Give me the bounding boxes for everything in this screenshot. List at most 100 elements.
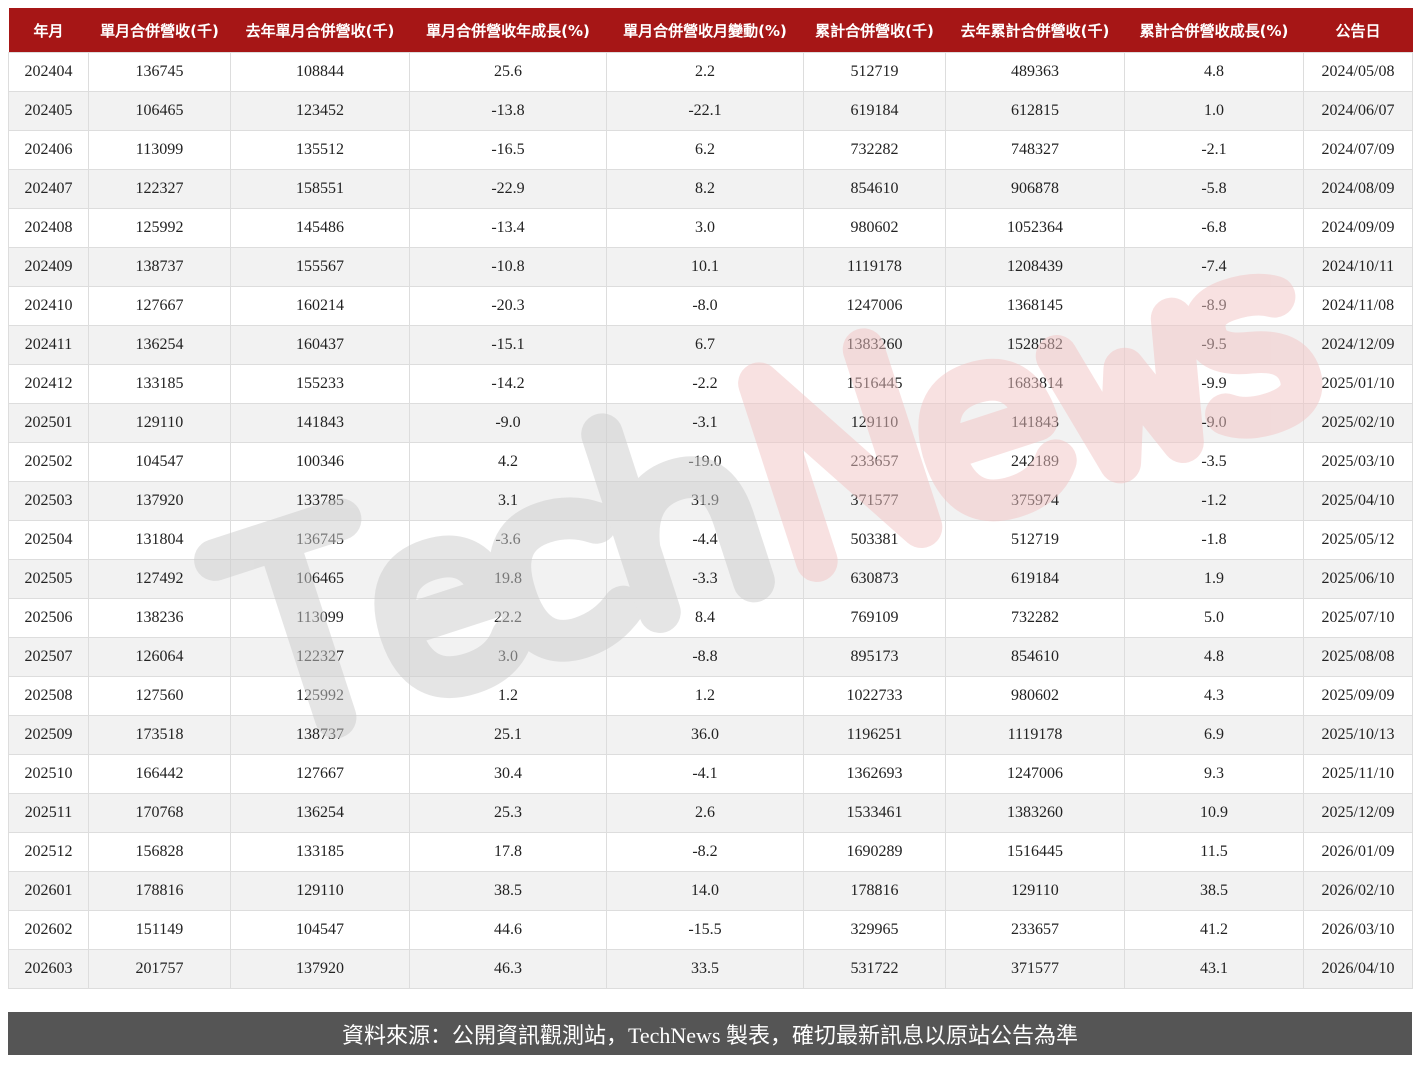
table-cell: 202501: [8, 403, 89, 443]
table-cell: 202504: [8, 520, 89, 560]
table-row: 202511 170768 136254 25.3 2.6 1533461 1383260 1…: [8, 793, 1413, 833]
table-cell: 8.4: [606, 598, 804, 638]
table-cell: 201757: [88, 949, 231, 989]
table-cell: 531722: [803, 949, 946, 989]
table-cell: 202508: [8, 676, 89, 716]
table-cell: 155233: [230, 364, 410, 404]
table-cell: 2025/10/13: [1303, 715, 1413, 755]
column-header: 單月合併營收(千): [88, 8, 231, 53]
table-header-row: 年月 單月合併營收(千) 去年單月合併營收(千) 單月合併營收年成長(%) 單月合併營收…: [8, 8, 1413, 53]
table-cell: 137920: [88, 481, 231, 521]
table-cell: 202601: [8, 871, 89, 911]
table-row: 202406 113099 135512 -16.5 6.2 732282 748327 -2…: [8, 130, 1413, 170]
table-cell: 10.1: [606, 247, 804, 287]
table-cell: 2024/08/09: [1303, 169, 1413, 209]
table-cell: 113099: [230, 598, 410, 638]
revenue-table: 年月 單月合併營收(千) 去年單月合併營收(千) 單月合併營收年成長(%) 單月合併營收…: [8, 8, 1413, 989]
footer-text: 資料來源：公開資訊觀測站，TechNews 製表，確切最新訊息以原站公告為準: [341, 1022, 1079, 1048]
table-cell: 4.3: [1124, 676, 1304, 716]
table-cell: 202510: [8, 754, 89, 794]
table-cell: 160214: [230, 286, 410, 326]
table-cell: 1528582: [945, 325, 1125, 365]
table-cell: 38.5: [1124, 871, 1304, 911]
table-cell: 156828: [88, 832, 231, 872]
table-cell: 36.0: [606, 715, 804, 755]
table-cell: 732282: [945, 598, 1125, 638]
table-cell: 202512: [8, 832, 89, 872]
table-cell: 131804: [88, 520, 231, 560]
table-cell: 371577: [945, 949, 1125, 989]
table-cell: 125992: [230, 676, 410, 716]
table-cell: 178816: [803, 871, 946, 911]
table-cell: 202511: [8, 793, 89, 833]
table-row: 202510 166442 127667 30.4 -4.1 1362693 1247006…: [8, 754, 1413, 794]
table-row: 202404 136745 108844 25.6 2.2 512719 489363 4.8…: [8, 52, 1413, 92]
table-cell: 1208439: [945, 247, 1125, 287]
table-cell: 2024/12/09: [1303, 325, 1413, 365]
table-cell: 138236: [88, 598, 231, 638]
table-cell: 138737: [230, 715, 410, 755]
table-cell: -16.5: [409, 130, 607, 170]
table-cell: -9.5: [1124, 325, 1304, 365]
table-cell: -1.8: [1124, 520, 1304, 560]
table-cell: 1247006: [945, 754, 1125, 794]
table-cell: 202407: [8, 169, 89, 209]
table-cell: 22.2: [409, 598, 607, 638]
table-cell: 106465: [230, 559, 410, 599]
table-row: 202602 151149 104547 44.6 -15.5 329965 233657 4…: [8, 910, 1413, 950]
table-cell: 612815: [945, 91, 1125, 131]
table-cell: 895173: [803, 637, 946, 677]
table-row: 202512 156828 133185 17.8 -8.2 1690289 1516445…: [8, 832, 1413, 872]
table-cell: 1119178: [803, 247, 946, 287]
table-cell: 46.3: [409, 949, 607, 989]
table-cell: -15.5: [606, 910, 804, 950]
table-cell: 906878: [945, 169, 1125, 209]
table-cell: -4.4: [606, 520, 804, 560]
table-row: 202502 104547 100346 4.2 -19.0 233657 242189 -3…: [8, 442, 1413, 482]
table-cell: 202408: [8, 208, 89, 248]
table-cell: 5.0: [1124, 598, 1304, 638]
table-cell: 1516445: [803, 364, 946, 404]
table-cell: 158551: [230, 169, 410, 209]
table-cell: 512719: [945, 520, 1125, 560]
table-cell: 129110: [230, 871, 410, 911]
table-cell: 329965: [803, 910, 946, 950]
table-cell: 1196251: [803, 715, 946, 755]
table-cell: 202509: [8, 715, 89, 755]
table-cell: 202404: [8, 52, 89, 92]
table-cell: 141843: [945, 403, 1125, 443]
table-cell: 129110: [945, 871, 1125, 911]
table-cell: 6.2: [606, 130, 804, 170]
table-cell: -19.0: [606, 442, 804, 482]
table-cell: 129110: [88, 403, 231, 443]
table-cell: 129110: [803, 403, 946, 443]
table-cell: 4.8: [1124, 52, 1304, 92]
table-cell: 113099: [88, 130, 231, 170]
table-cell: 126064: [88, 637, 231, 677]
table-cell: 41.2: [1124, 910, 1304, 950]
table-cell: 8.2: [606, 169, 804, 209]
table-row: 202503 137920 133785 3.1 31.9 371577 375974 -1.…: [8, 481, 1413, 521]
table-cell: 136745: [88, 52, 231, 92]
table-cell: 1.9: [1124, 559, 1304, 599]
table-cell: 30.4: [409, 754, 607, 794]
table-cell: 127667: [88, 286, 231, 326]
table-cell: 2.2: [606, 52, 804, 92]
table-row: 202603 201757 137920 46.3 33.5 531722 371577 43…: [8, 949, 1413, 989]
table-cell: 1690289: [803, 832, 946, 872]
table-cell: 233657: [803, 442, 946, 482]
table-cell: 2025/03/10: [1303, 442, 1413, 482]
table-cell: 122327: [88, 169, 231, 209]
table-cell: -13.8: [409, 91, 607, 131]
table-cell: 17.8: [409, 832, 607, 872]
table-cell: 619184: [945, 559, 1125, 599]
table-cell: -5.8: [1124, 169, 1304, 209]
column-header: 年月: [8, 8, 89, 53]
table-cell: -8.8: [606, 637, 804, 677]
table-cell: 9.3: [1124, 754, 1304, 794]
table-cell: 375974: [945, 481, 1125, 521]
table-cell: -6.8: [1124, 208, 1304, 248]
table-cell: -2.1: [1124, 130, 1304, 170]
table-cell: 202507: [8, 637, 89, 677]
table-row: 202411 136254 160437 -15.1 6.7 1383260 1528582…: [8, 325, 1413, 365]
